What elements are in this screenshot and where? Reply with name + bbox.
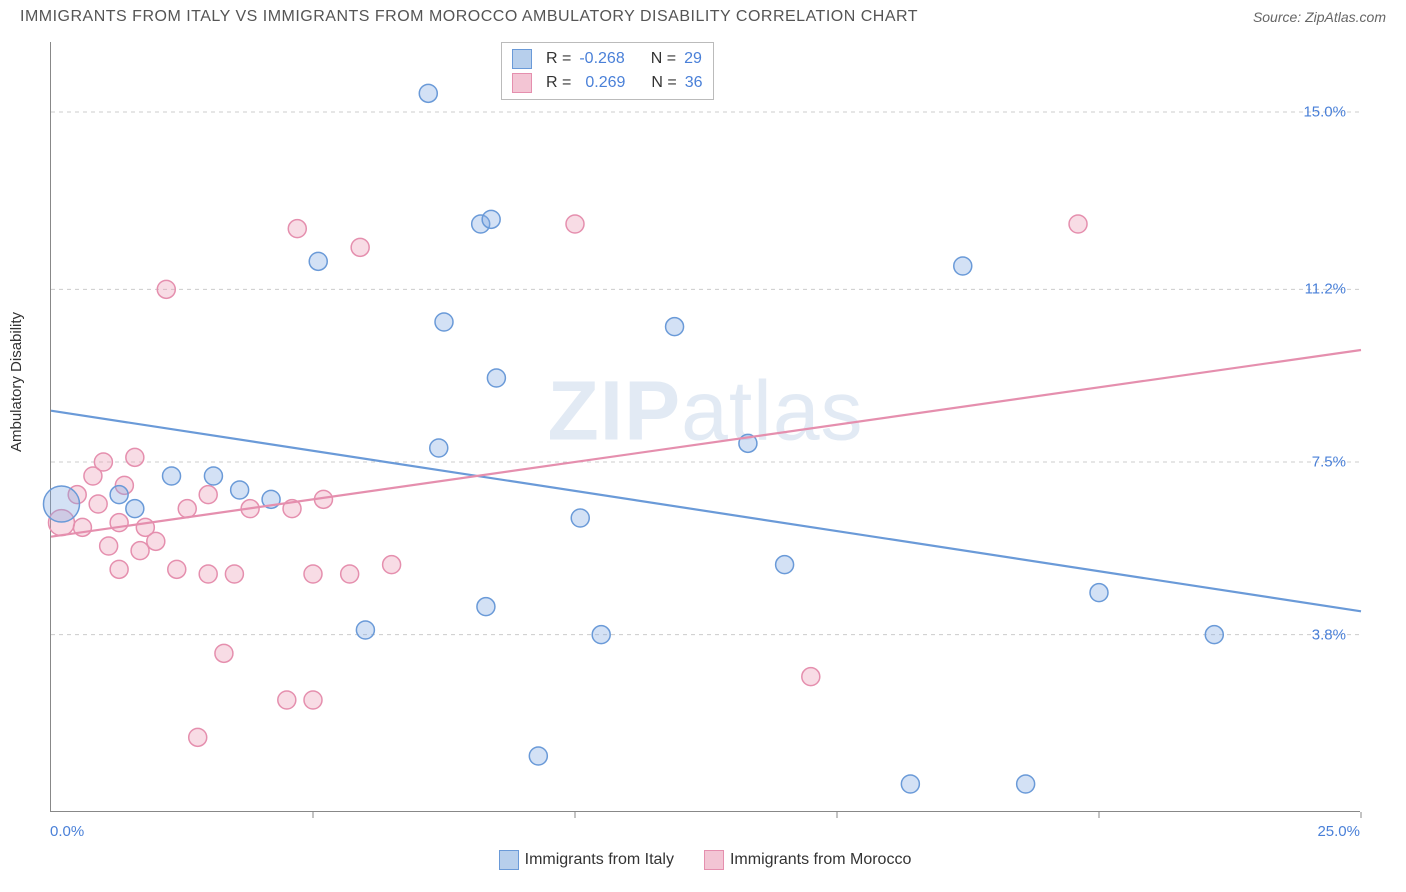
chart-title: IMMIGRANTS FROM ITALY VS IMMIGRANTS FROM… <box>20 8 918 26</box>
legend-item-italy: Immigrants from Italy <box>499 850 674 870</box>
plot-area: ZIPatlas R = -0.268 N = 29 R = 0.269 <box>50 42 1360 812</box>
legend-r-italy: -0.268 <box>579 47 624 71</box>
legend-n-label: N = <box>651 71 676 95</box>
legend-n-label: N = <box>651 47 676 71</box>
series-legend: Immigrants from Italy Immigrants from Mo… <box>50 850 1360 870</box>
legend-r-label: R = <box>546 47 571 71</box>
source-prefix: Source: <box>1253 9 1305 25</box>
x-max-label: 25.0% <box>1317 823 1360 840</box>
swatch-italy <box>512 49 532 69</box>
legend-n-italy: 29 <box>684 47 702 71</box>
y-tick-label: 7.5% <box>1312 454 1346 471</box>
legend-label-italy: Immigrants from Italy <box>525 851 674 869</box>
y-axis-label: Ambulatory Disability <box>8 312 25 452</box>
swatch-italy <box>499 850 519 870</box>
correlation-legend: R = -0.268 N = 29 R = 0.269 N = 36 <box>501 42 714 100</box>
swatch-morocco <box>512 73 532 93</box>
legend-r-label: R = <box>546 71 571 95</box>
source-attribution: Source: ZipAtlas.com <box>1253 9 1386 25</box>
legend-row-italy: R = -0.268 N = 29 <box>512 47 703 71</box>
source-name: ZipAtlas.com <box>1305 9 1386 25</box>
legend-n-morocco: 36 <box>685 71 703 95</box>
swatch-morocco <box>704 850 724 870</box>
legend-row-morocco: R = 0.269 N = 36 <box>512 71 703 95</box>
chart-header: IMMIGRANTS FROM ITALY VS IMMIGRANTS FROM… <box>0 0 1406 32</box>
x-min-label: 0.0% <box>50 823 84 840</box>
y-tick-label: 3.8% <box>1312 626 1346 643</box>
chart-container: Ambulatory Disability ZIPatlas R = -0.26… <box>0 32 1406 882</box>
scatter-svg <box>51 42 1360 811</box>
y-tick-label: 15.0% <box>1303 104 1346 121</box>
legend-item-morocco: Immigrants from Morocco <box>704 850 911 870</box>
y-tick-label: 11.2% <box>1305 281 1346 298</box>
legend-r-morocco: 0.269 <box>585 71 625 95</box>
legend-label-morocco: Immigrants from Morocco <box>730 851 911 869</box>
